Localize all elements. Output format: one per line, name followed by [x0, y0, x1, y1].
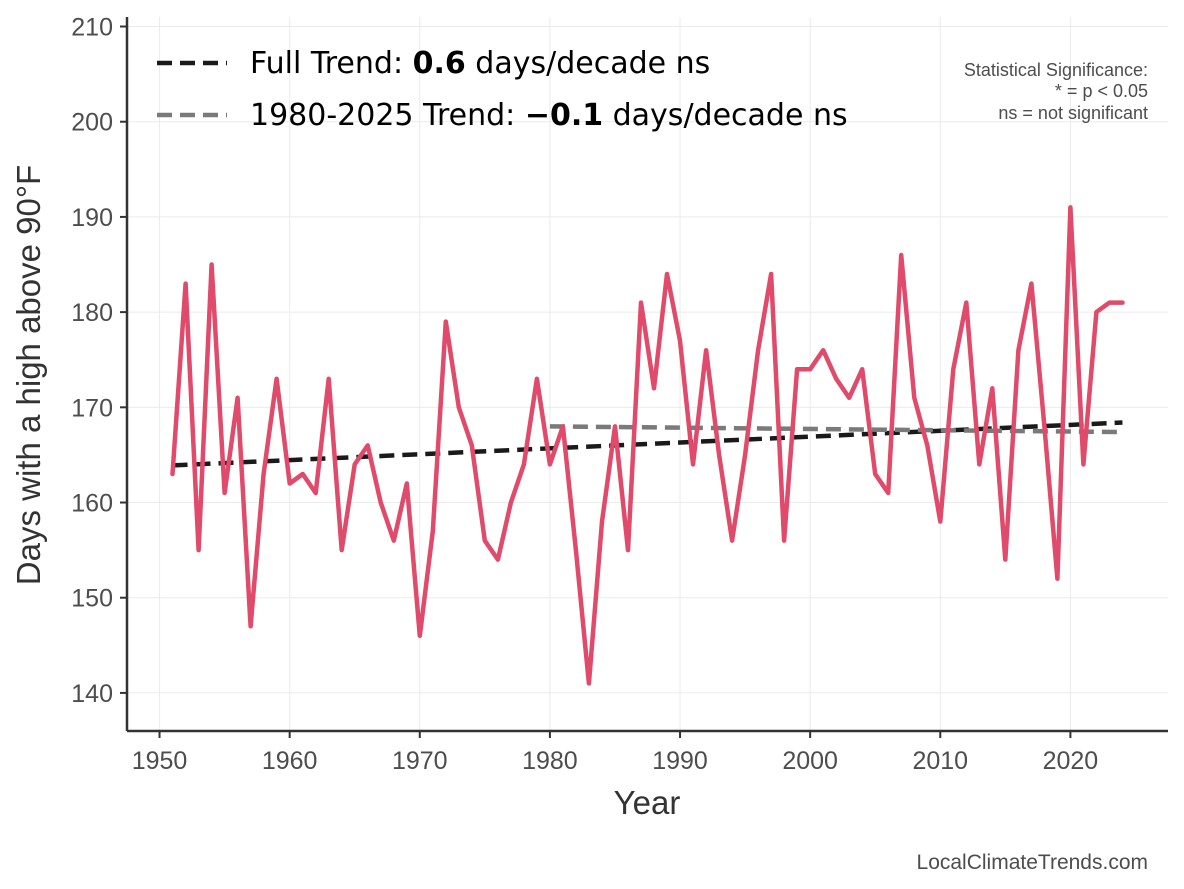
legend-value-1: −0.1 — [525, 98, 603, 133]
y-tick-label-190: 190 — [71, 204, 113, 232]
data-series — [170, 205, 1125, 686]
y-tick-label-200: 200 — [71, 109, 113, 137]
x-tick-label-1950: 1950 — [132, 747, 188, 775]
credit: LocalClimateTrends.com — [917, 851, 1148, 874]
y-tick-label-210: 210 — [71, 14, 113, 42]
x-tick-label-2000: 2000 — [782, 747, 838, 775]
y-tick-label-170: 170 — [71, 394, 113, 422]
legend-suffix-1: days/decade ns — [603, 98, 848, 133]
legend-label-0: Full Trend: 0.6 days/decade ns — [250, 46, 710, 81]
legend: Full Trend: 0.6 days/decade ns1980-2025 … — [157, 46, 848, 133]
y-axis-title: Days with a high above 90°F — [10, 165, 47, 585]
significance-line-2: * = p < 0.05 — [1055, 81, 1148, 101]
recent-trend-line — [549, 424, 1123, 435]
legend-value-0: 0.6 — [413, 46, 466, 81]
y-tick-label-140: 140 — [71, 680, 113, 708]
x-tick-label-1970: 1970 — [392, 747, 448, 775]
legend-prefix-0: Full Trend: — [250, 46, 413, 81]
x-tick-label-1980: 1980 — [522, 747, 578, 775]
x-tick-label-2020: 2020 — [1043, 747, 1099, 775]
y-tick-label-160: 160 — [71, 490, 113, 518]
series-line-0 — [170, 205, 1125, 686]
x-tick-label-1960: 1960 — [262, 747, 318, 775]
grid — [127, 17, 1168, 731]
trend-lines — [172, 420, 1123, 468]
x-axis-title: Year — [614, 784, 681, 821]
legend-prefix-1: 1980-2025 Trend: — [250, 98, 525, 133]
significance-line-1: Statistical Significance: — [964, 60, 1148, 80]
significance-line-3: ns = not significant — [998, 103, 1148, 123]
legend-label-1: 1980-2025 Trend: −0.1 days/decade ns — [250, 98, 848, 133]
x-tick-label-2010: 2010 — [912, 747, 968, 775]
y-tick-label-150: 150 — [71, 585, 113, 613]
x-tick-label-1990: 1990 — [652, 747, 708, 775]
significance-note: Statistical Significance: * = p < 0.05 n… — [964, 60, 1148, 123]
axes: 140 150 160 170 180 190 200 210 1950 1960 1970 1980… — [71, 14, 1168, 775]
y-tick-label-180: 180 — [71, 299, 113, 327]
legend-suffix-0: days/decade ns — [466, 46, 711, 81]
